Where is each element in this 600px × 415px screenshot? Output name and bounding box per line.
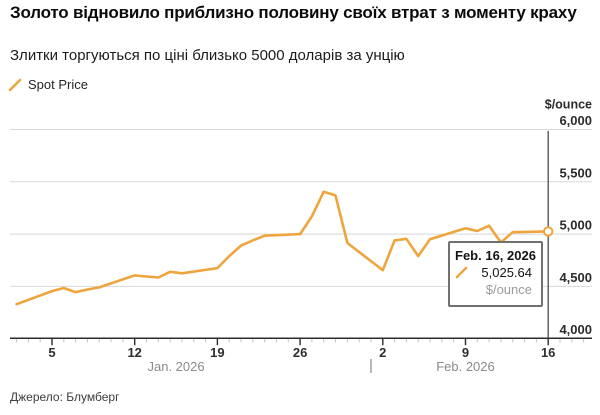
legend-spot-price[interactable]: Spot Price: [8, 77, 88, 92]
x-axis-tick-label: 9: [462, 345, 469, 360]
spot-price-line-icon: [8, 78, 22, 91]
legend-label: Spot Price: [28, 77, 88, 92]
x-axis-tick-label: 19: [210, 345, 224, 360]
y-axis-unit-label: $/ounce: [545, 98, 592, 112]
tooltip-date: Feb. 16, 2026: [455, 248, 536, 263]
tooltip-series-icon: [455, 266, 468, 279]
tooltip: Feb. 16, 2026 5,025.64 $/ounce: [448, 241, 543, 307]
chart-title: Золото відновило приблизно половину свої…: [10, 3, 577, 22]
y-axis-tick-label: 6,000: [559, 113, 592, 128]
tooltip-unit: $/ounce: [485, 282, 532, 297]
source-note: Джерело: Блумберг: [10, 390, 120, 404]
month-label: Jan. 2026: [147, 359, 204, 374]
y-axis-tick-label: 4,000: [559, 322, 592, 337]
month-label: Feb. 2026: [436, 359, 495, 374]
x-axis-tick-label: 16: [541, 345, 555, 360]
y-axis-tick-label: 5,000: [559, 218, 592, 233]
tooltip-value: 5,025.64: [481, 265, 532, 280]
y-axis-tick-label: 5,500: [559, 165, 592, 180]
spot-price-line[interactable]: [15, 190, 550, 306]
y-axis-tick-label: 4,500: [559, 270, 592, 285]
x-axis-tick-label: 26: [293, 345, 307, 360]
highlight-marker[interactable]: [542, 226, 554, 237]
x-axis-tick-label: 2: [379, 345, 386, 360]
x-axis-tick-label: 5: [48, 345, 55, 360]
x-axis-tick-label: 12: [127, 345, 141, 360]
chart-subtitle: Злитки торгуються по ціні близько 5000 д…: [10, 47, 405, 64]
